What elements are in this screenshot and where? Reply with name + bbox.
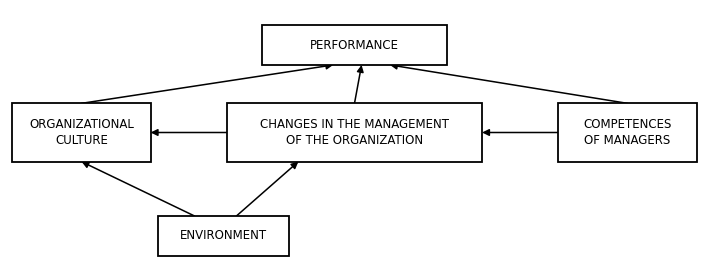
- Text: COMPETENCES
OF MANAGERS: COMPETENCES OF MANAGERS: [584, 118, 671, 147]
- Text: PERFORMANCE: PERFORMANCE: [310, 38, 399, 52]
- FancyBboxPatch shape: [227, 103, 482, 162]
- Text: CHANGES IN THE MANAGEMENT
OF THE ORGANIZATION: CHANGES IN THE MANAGEMENT OF THE ORGANIZ…: [260, 118, 449, 147]
- FancyBboxPatch shape: [262, 25, 447, 65]
- Text: ORGANIZATIONAL
CULTURE: ORGANIZATIONAL CULTURE: [29, 118, 134, 147]
- FancyBboxPatch shape: [157, 216, 289, 256]
- FancyBboxPatch shape: [559, 103, 696, 162]
- FancyBboxPatch shape: [13, 103, 151, 162]
- Text: ENVIRONMENT: ENVIRONMENT: [180, 229, 267, 242]
